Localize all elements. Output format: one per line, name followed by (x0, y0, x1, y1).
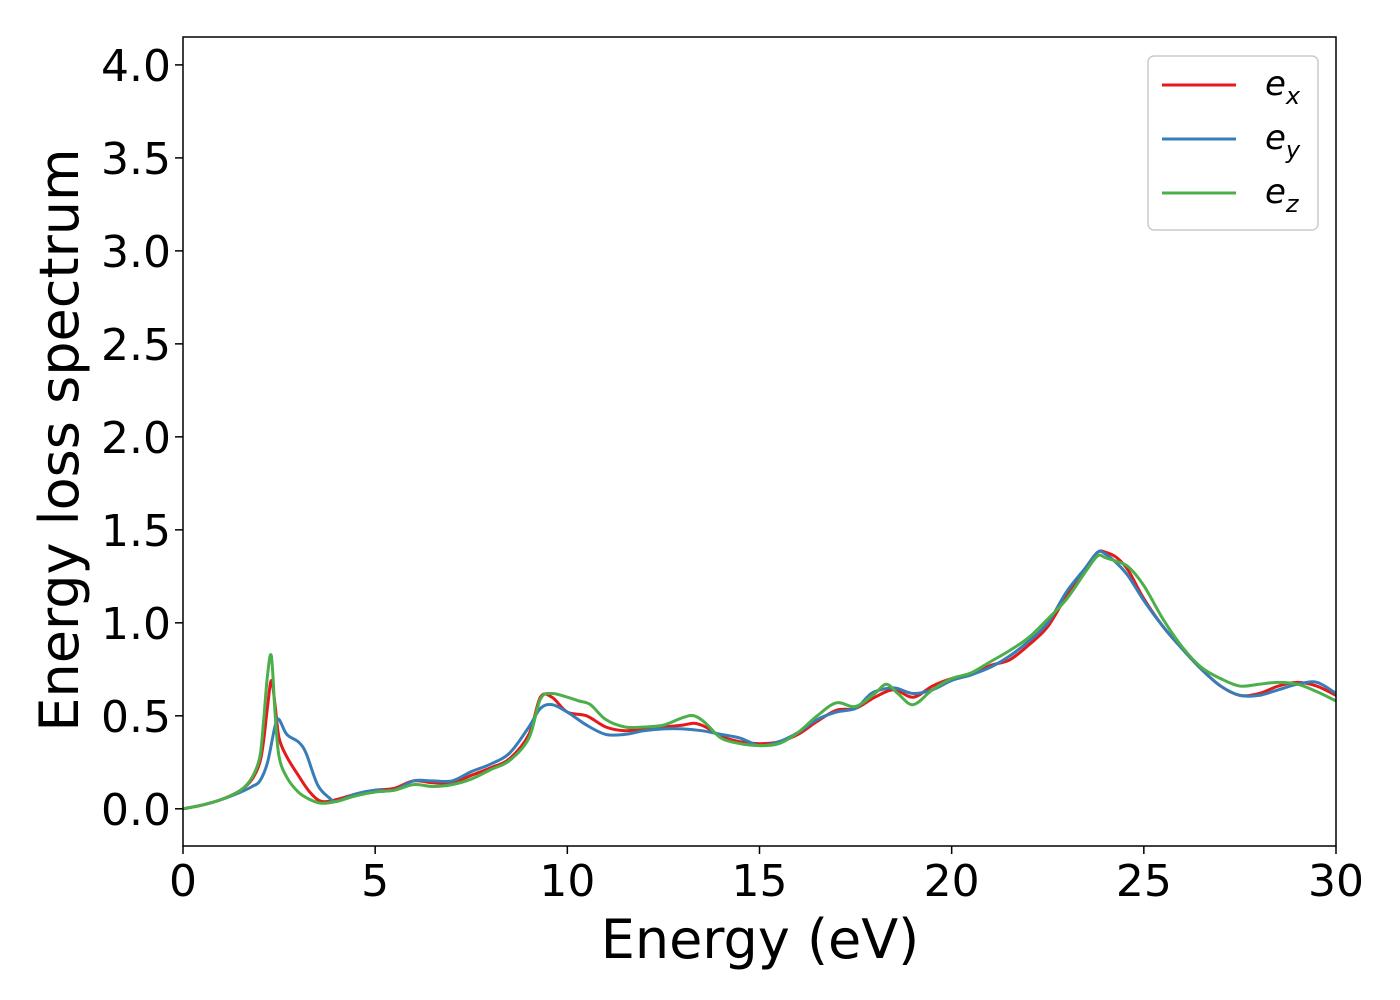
x-tick-label: 5 (361, 856, 389, 907)
legend-label-subscript: y (1285, 136, 1301, 164)
y-tick-label: 1.5 (101, 506, 171, 557)
legend-label-ey: ey (1265, 118, 1301, 164)
x-tick-label: 30 (1308, 856, 1364, 907)
x-tick-label: 20 (924, 856, 980, 907)
legend-label-subscript: z (1285, 190, 1300, 218)
x-tick-label: 15 (732, 856, 788, 907)
x-axis-ticks: 0 5 10 15 20 25 30 (169, 846, 1364, 907)
legend-label-base: e (1265, 118, 1286, 158)
y-axis-ticks: 0.0 0.5 1.0 1.5 2.0 2.5 3.0 3.5 4.0 (101, 41, 183, 836)
legend-label-subscript: x (1285, 82, 1301, 110)
series-layer (183, 549, 1336, 811)
y-tick-label: 1.0 (101, 599, 171, 650)
x-axis-label: Energy (eV) (601, 908, 920, 971)
x-tick-label: 10 (539, 856, 595, 907)
legend-label-base: e (1265, 172, 1286, 212)
y-axis-label: Energy loss spectrum (28, 148, 91, 731)
legend-label-base: e (1265, 64, 1286, 104)
plot-frame (182, 36, 1337, 847)
y-tick-label: 0.0 (101, 785, 171, 836)
series-line-ey (183, 549, 1336, 811)
y-tick-label: 4.0 (101, 41, 171, 92)
y-tick-label: 0.5 (101, 692, 171, 743)
y-tick-label: 2.5 (101, 320, 171, 371)
legend-label-ez: ez (1265, 172, 1300, 218)
y-tick-label: 3.0 (101, 227, 171, 278)
series-line-ex (183, 549, 1336, 811)
series-line-ez (183, 553, 1336, 811)
y-tick-label: 2.0 (101, 413, 171, 464)
legend-box (1147, 55, 1319, 231)
x-tick-label: 0 (169, 856, 197, 907)
x-tick-label: 25 (1116, 856, 1172, 907)
legend-label-ex: ex (1265, 64, 1301, 110)
y-tick-label: 3.5 (101, 134, 171, 185)
